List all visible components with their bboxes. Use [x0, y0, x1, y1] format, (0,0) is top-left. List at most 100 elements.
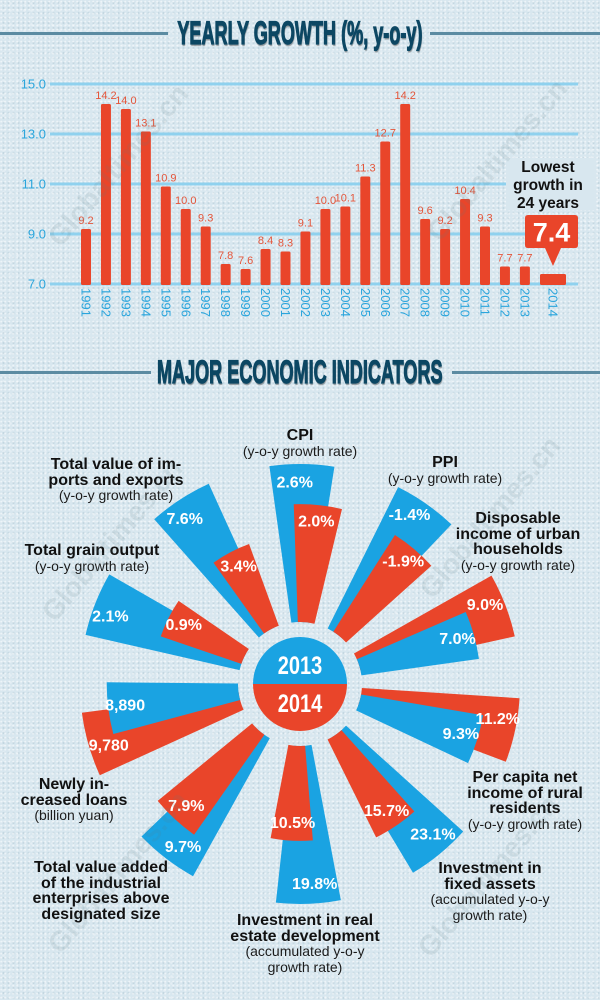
indicator-note: (y-o-y growth rate)	[467, 815, 583, 832]
bar-value-label: 9.1	[298, 218, 313, 230]
indicator-wedge-2014	[333, 534, 432, 643]
wedge-value-label: 19.8%	[292, 876, 337, 893]
header-rule-left	[0, 32, 168, 35]
bar-2004	[340, 206, 351, 285]
bar-value-label: 10.4	[454, 185, 475, 197]
indicator-label-loans: Newly in- creased loans (billion yuan)	[9, 777, 139, 824]
bar-2006	[380, 141, 391, 285]
x-tick-label: 2001	[278, 288, 293, 317]
wedge-value-label: 2.1%	[92, 609, 128, 626]
bar-2014	[540, 274, 566, 285]
indicator-wedge-2013	[356, 611, 479, 676]
x-tick-label: 1993	[118, 288, 133, 317]
section-header-major-indicators: MAJOR ECONOMIC INDICATORS	[0, 355, 600, 389]
indicator-note: (accumulated y-o-y	[430, 891, 550, 907]
y-tick-label: 11.0	[22, 177, 46, 192]
indicator-title: residents	[489, 800, 561, 817]
callout-value: 7.4	[533, 218, 571, 248]
x-tick-label: 2002	[298, 288, 313, 317]
bar-value-label: 7.7	[497, 253, 512, 265]
annotation-backdrop	[506, 158, 596, 210]
indicator-title: enterprises above	[32, 890, 170, 907]
legend-2014-half	[253, 684, 347, 731]
indicator-label-rural-income: Per capita net income of rural residents…	[455, 770, 595, 832]
x-tick-label: 2014	[546, 288, 561, 317]
indicator-wedge-2014	[270, 744, 313, 841]
bar-2007	[400, 104, 411, 285]
legend-2013-label: 2013	[278, 652, 322, 680]
bar-value-label: 10.9	[155, 173, 176, 185]
header-rule-right	[430, 32, 600, 35]
y-tick-label: 13.0	[21, 127, 46, 142]
indicator-title: Per capita net	[472, 769, 578, 786]
indicator-label-urban-income: Disposable income of urban households (y…	[448, 511, 588, 573]
bar-value-label: 14.2	[95, 90, 116, 102]
indicator-label-real-estate: Investment in real estate development (a…	[220, 913, 390, 975]
x-tick-label: 2006	[378, 288, 393, 317]
header-rule-left	[0, 371, 151, 374]
wedge-value-label: 3.4%	[220, 559, 256, 576]
indicator-label-fixed-assets: Investment in fixed assets (accumulated …	[415, 861, 565, 923]
legend-2013-half	[253, 637, 347, 684]
yearly-growth-bar-chart: 15.0 13.0 11.0 9.0 7.0 9.2 1991 14.2 1992 14.0 199…	[21, 77, 596, 317]
x-tick-label: 2003	[318, 288, 333, 317]
indicator-title: households	[473, 541, 563, 558]
indicator-title: income of urban	[455, 525, 581, 543]
indicator-wedge-2014	[157, 723, 265, 835]
indicator-title: estate development	[230, 927, 380, 945]
indicator-label-trade: Total value of im- ports and exports (y-…	[41, 457, 191, 504]
y-tick-label: 15.0	[21, 77, 46, 92]
indicator-wedge-2014	[293, 504, 342, 624]
bar-2008	[420, 219, 431, 285]
indicator-title: Investment in	[438, 860, 542, 877]
indicator-title: PPI	[432, 454, 458, 471]
indicator-wedge-2014	[160, 600, 249, 664]
indicator-title: Disposable	[475, 510, 561, 527]
bar-1997	[200, 226, 211, 285]
bar-value-label: 14.2	[394, 90, 415, 102]
bar-value-label: 9.3	[198, 213, 213, 225]
bar-1994	[140, 131, 151, 285]
wedge-value-label: 9.3%	[443, 726, 479, 743]
wedge-value-label: 15.7%	[364, 803, 409, 820]
wedge-value-label: 7.9%	[168, 798, 204, 815]
bar-value-label: 9.2	[437, 215, 452, 227]
indicator-title: ports and exports	[48, 471, 184, 489]
wedge-value-label: 2.6%	[276, 475, 312, 492]
x-tick-label: 2010	[458, 288, 473, 317]
bar-value-label: 13.1	[135, 118, 156, 130]
indicator-title: of the industrial	[41, 874, 161, 892]
bar-value-label: 9.3	[477, 213, 492, 225]
y-tick-label: 7.0	[28, 277, 46, 292]
wedge-value-label: 7.0%	[439, 631, 475, 648]
indicator-note: (y-o-y growth rate)	[460, 556, 576, 573]
bar-2002	[300, 231, 311, 285]
year-legend-disc: 2013 2014	[253, 637, 347, 731]
bar-2003	[320, 209, 331, 285]
wedge-value-label: -1.4%	[389, 507, 431, 524]
indicator-note: (y-o-y growth rate)	[58, 487, 174, 503]
indicator-title: income of rural	[467, 784, 583, 802]
x-tick-label: 2013	[517, 288, 532, 317]
bar-1996	[180, 209, 191, 285]
indicator-label-ppi: PPI (y-o-y growth rate)	[375, 455, 515, 486]
indicator-wedge-2014	[213, 544, 279, 634]
bar-2009	[440, 229, 451, 285]
x-tick-label: 1996	[178, 288, 193, 317]
indicator-note: (y-o-y growth rate)	[387, 469, 503, 486]
annotation-line: Lowest	[521, 159, 575, 176]
wedge-value-label: 7.6%	[166, 511, 202, 528]
indicator-label-cpi: CPI (y-o-y growth rate)	[230, 428, 370, 459]
wedge-value-label: 9,780	[89, 738, 129, 755]
wedge-value-label: 9.7%	[165, 839, 201, 856]
x-tick-label: 1998	[218, 288, 233, 317]
bar-value-label: 8.4	[258, 235, 273, 247]
bar-value-label: 8.3	[278, 238, 293, 250]
indicator-wedge-2013	[356, 694, 484, 764]
indicator-note: (billion yuan)	[34, 807, 114, 823]
bar-2005	[360, 176, 371, 285]
wedge-value-label: 11.2%	[476, 711, 520, 728]
bar-value-label: 9.2	[78, 215, 93, 227]
bar-2001	[280, 251, 291, 285]
bar-value-label: 10.1	[335, 193, 356, 205]
